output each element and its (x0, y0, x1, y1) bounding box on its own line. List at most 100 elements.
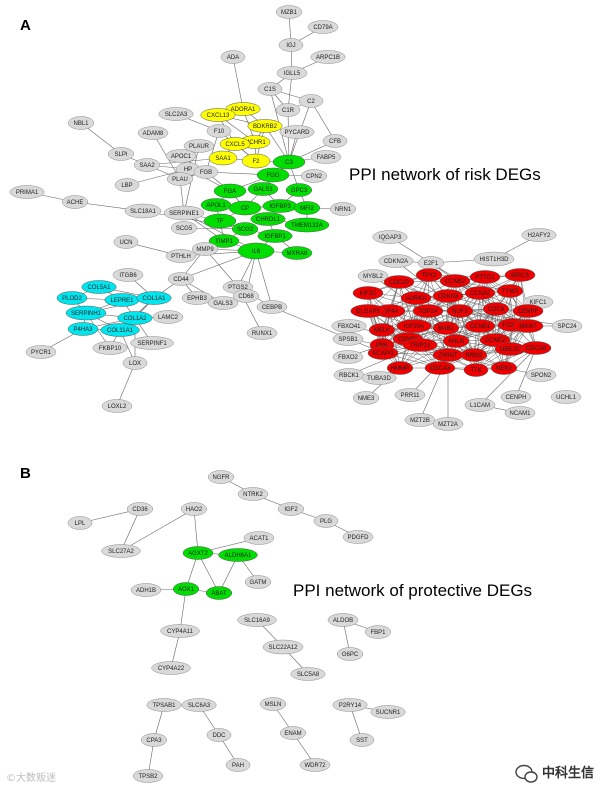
node-label: C3 (285, 160, 293, 166)
node-aldh6a1: ALDH6A1 (218, 548, 258, 562)
node-ellipse (512, 304, 544, 318)
node-r7: CCNA2 (464, 286, 496, 300)
node-msln: MSLN (259, 697, 287, 711)
node-nrn1: NRN1 (329, 202, 357, 216)
node-ellipse (439, 274, 471, 288)
node-pycard: PYCARD (279, 125, 315, 139)
node-ellipse (272, 154, 306, 170)
node-fgg: FGG (256, 167, 290, 183)
node-cd36: CD36 (126, 502, 154, 516)
node-col1a2: COL1A2 (117, 311, 153, 325)
node-ellipse (285, 183, 313, 197)
node-ellipse (132, 769, 164, 783)
node-ellipse (550, 390, 582, 404)
node-label: SPSB1 (338, 337, 358, 343)
node-enam: ENAM (279, 726, 307, 740)
node-ellipse (247, 119, 283, 133)
node-mzt2a: MZT2A (432, 417, 464, 431)
node-ellipse (464, 286, 496, 300)
node-slpi: SLPI (107, 147, 135, 161)
node-ellipse (432, 417, 464, 431)
node-label: BDKRB2 (253, 124, 278, 130)
node-label: ITGB6 (119, 273, 137, 279)
node-ellipse (290, 667, 326, 681)
node-label: TUBA3D (367, 376, 391, 382)
node-igf2: IGF2 (277, 502, 305, 516)
node-ellipse (237, 242, 275, 260)
edge-cluster (454, 280, 481, 327)
node-ucn: UCN (113, 235, 139, 249)
node-label: TYMS (502, 289, 519, 295)
node-label: FBXO41 (337, 324, 361, 330)
node-ellipse (165, 149, 197, 163)
node-label: BUB1 (438, 326, 454, 332)
node-ellipse (525, 368, 557, 382)
node-label: SAA1 (215, 156, 231, 162)
node-sst: SST (349, 733, 375, 747)
node-label: CD44 (173, 277, 189, 283)
node-label: SERPINF1 (137, 341, 167, 347)
node-label: FGA (224, 189, 236, 195)
node-label: IGF2 (284, 507, 298, 513)
node-c2: C2 (298, 94, 324, 108)
node-ellipse (332, 698, 368, 712)
node-ncam1: NCAM1 (504, 406, 536, 420)
node-label: MELK (374, 328, 390, 334)
node-slc6a3: SLC6A3 (181, 698, 217, 712)
node-ellipse (181, 291, 213, 305)
node-label: APOL1 (206, 203, 226, 209)
node-ellipse (322, 134, 348, 148)
node-ellipse (101, 544, 141, 558)
node-g6pc: G6PC (336, 647, 364, 661)
node-ellipse (225, 758, 251, 772)
node-r35: NEK2 (490, 361, 518, 375)
node-label: F2 (252, 159, 260, 165)
edge-loxl2-lox (116, 362, 136, 407)
node-label: NGFR (213, 475, 231, 481)
node-ellipse (307, 20, 339, 34)
node-label: SPON2 (531, 373, 552, 379)
node-label: FBXO2 (338, 355, 358, 361)
node-mybl2: MYBL2 (357, 269, 389, 283)
node-label: CP (241, 206, 249, 212)
node-ellipse (206, 728, 232, 742)
node-apoc1: APOC1 (165, 149, 197, 163)
node-ellipse (284, 217, 330, 233)
node-label: SST (356, 738, 368, 744)
node-ellipse (114, 178, 140, 192)
node-gpc3: GPC3 (285, 183, 313, 197)
node-cd44: CD44 (167, 272, 195, 286)
node-mxra8: MXRA8 (281, 246, 313, 260)
node-ellipse (350, 304, 386, 318)
node-slc5a8: SLC5A8 (290, 667, 326, 681)
node-ellipse (278, 38, 304, 52)
node-ellipse (310, 50, 346, 64)
node-label: CDCA3 (430, 366, 451, 372)
node-label: FKBP10 (99, 346, 122, 352)
node-label: ANLN (448, 339, 464, 345)
node-lamc2: LAMC2 (152, 310, 184, 324)
node-label: SAA2 (139, 163, 155, 169)
node-label: COL11A1 (107, 328, 134, 334)
edge-cd36-slc27a2 (120, 508, 141, 552)
node-label: P2RY14 (339, 703, 362, 709)
node-slc2a3: SLC2A3 (158, 107, 194, 121)
node-gals3: GALS3 (207, 296, 239, 310)
node-fbp1: FBP1 (364, 625, 392, 639)
node-ellipse (349, 733, 375, 747)
watermark-left: ©大数贩迷 (6, 771, 56, 784)
node-label: SERPINH1 (71, 311, 102, 317)
node-label: CENPH (505, 395, 526, 401)
node-ellipse (166, 172, 194, 186)
node-adh1b: ADH1B (130, 583, 162, 597)
node-label: PTTG1 (475, 275, 495, 281)
node-ellipse (357, 269, 389, 283)
node-ellipse (232, 289, 260, 303)
node-label: HP (184, 167, 192, 173)
node-col1a1: COL1A1 (136, 291, 172, 305)
node-label: WDR72 (304, 763, 326, 769)
node-runx1: RUNX1 (246, 326, 278, 340)
node-pah: PAH (225, 758, 251, 772)
node-scg2: SCG2 (231, 222, 259, 236)
node-ellipse (329, 202, 357, 216)
